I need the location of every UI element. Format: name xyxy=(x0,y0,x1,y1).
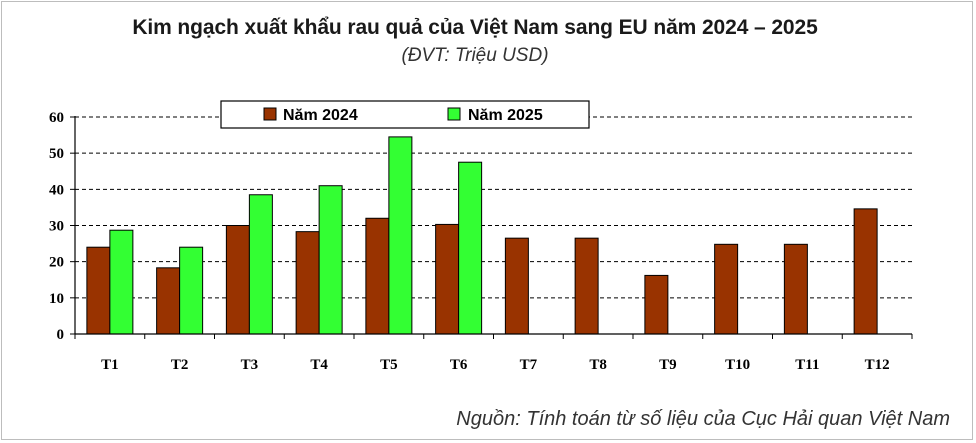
bar-2025-t2 xyxy=(179,246,204,335)
bar-2025-t4 xyxy=(318,185,343,335)
bar-2024-t3 xyxy=(225,225,250,335)
y-tick-label: 60 xyxy=(49,110,64,126)
bar-2024-t5 xyxy=(365,217,390,335)
bar-2025-t3 xyxy=(248,194,273,335)
bar-2024-t2 xyxy=(156,267,181,335)
x-tick-label: T1 xyxy=(101,357,119,373)
bar-2024-t11 xyxy=(783,243,808,335)
legend-swatch xyxy=(447,107,461,121)
bar-2025-t1 xyxy=(109,229,134,335)
y-tick-label: 50 xyxy=(49,146,64,162)
x-tick-label: T4 xyxy=(310,357,328,373)
chart-title: Kim ngạch xuất khẩu rau quả của Việt Nam… xyxy=(132,16,818,39)
y-tick-label: 40 xyxy=(49,182,64,198)
x-tick-label: T9 xyxy=(659,357,677,373)
x-tick-label: T11 xyxy=(795,357,819,373)
legend-box xyxy=(220,100,590,129)
bar-2024-t12 xyxy=(853,208,878,335)
x-tick-label: T8 xyxy=(589,357,607,373)
x-tick-label: T7 xyxy=(520,357,538,373)
x-tick-label: T5 xyxy=(380,357,398,373)
bar-2024-t7 xyxy=(504,237,529,335)
x-tick-label: T3 xyxy=(241,357,259,373)
x-tick-label: T12 xyxy=(865,357,890,373)
x-tick-label: T10 xyxy=(725,357,750,373)
bar-2024-t1 xyxy=(86,246,111,335)
y-tick-label: 10 xyxy=(49,291,64,307)
bar-2024-t6 xyxy=(435,223,460,335)
y-tick-label: 30 xyxy=(49,219,64,235)
legend-swatch xyxy=(263,107,277,121)
legend-label: Năm 2024 xyxy=(283,107,358,124)
legend-label: Năm 2025 xyxy=(468,107,543,124)
x-tick-label: T2 xyxy=(171,357,189,373)
bar-2024-t8 xyxy=(574,237,599,335)
chart-unit-label: (ĐVT: Triệu USD) xyxy=(401,45,549,66)
bar-2024-t9 xyxy=(644,274,669,335)
y-tick-label: 20 xyxy=(49,255,64,271)
bar-2025-t6 xyxy=(458,161,483,335)
bar-2024-t4 xyxy=(295,231,320,335)
y-tick-label: 0 xyxy=(57,327,65,343)
bar-2025-t5 xyxy=(388,136,413,335)
bar-2024-t10 xyxy=(714,243,739,335)
x-tick-label: T6 xyxy=(450,357,468,373)
chart-source-note: Nguồn: Tính toán từ số liệu của Cục Hải … xyxy=(456,408,950,430)
